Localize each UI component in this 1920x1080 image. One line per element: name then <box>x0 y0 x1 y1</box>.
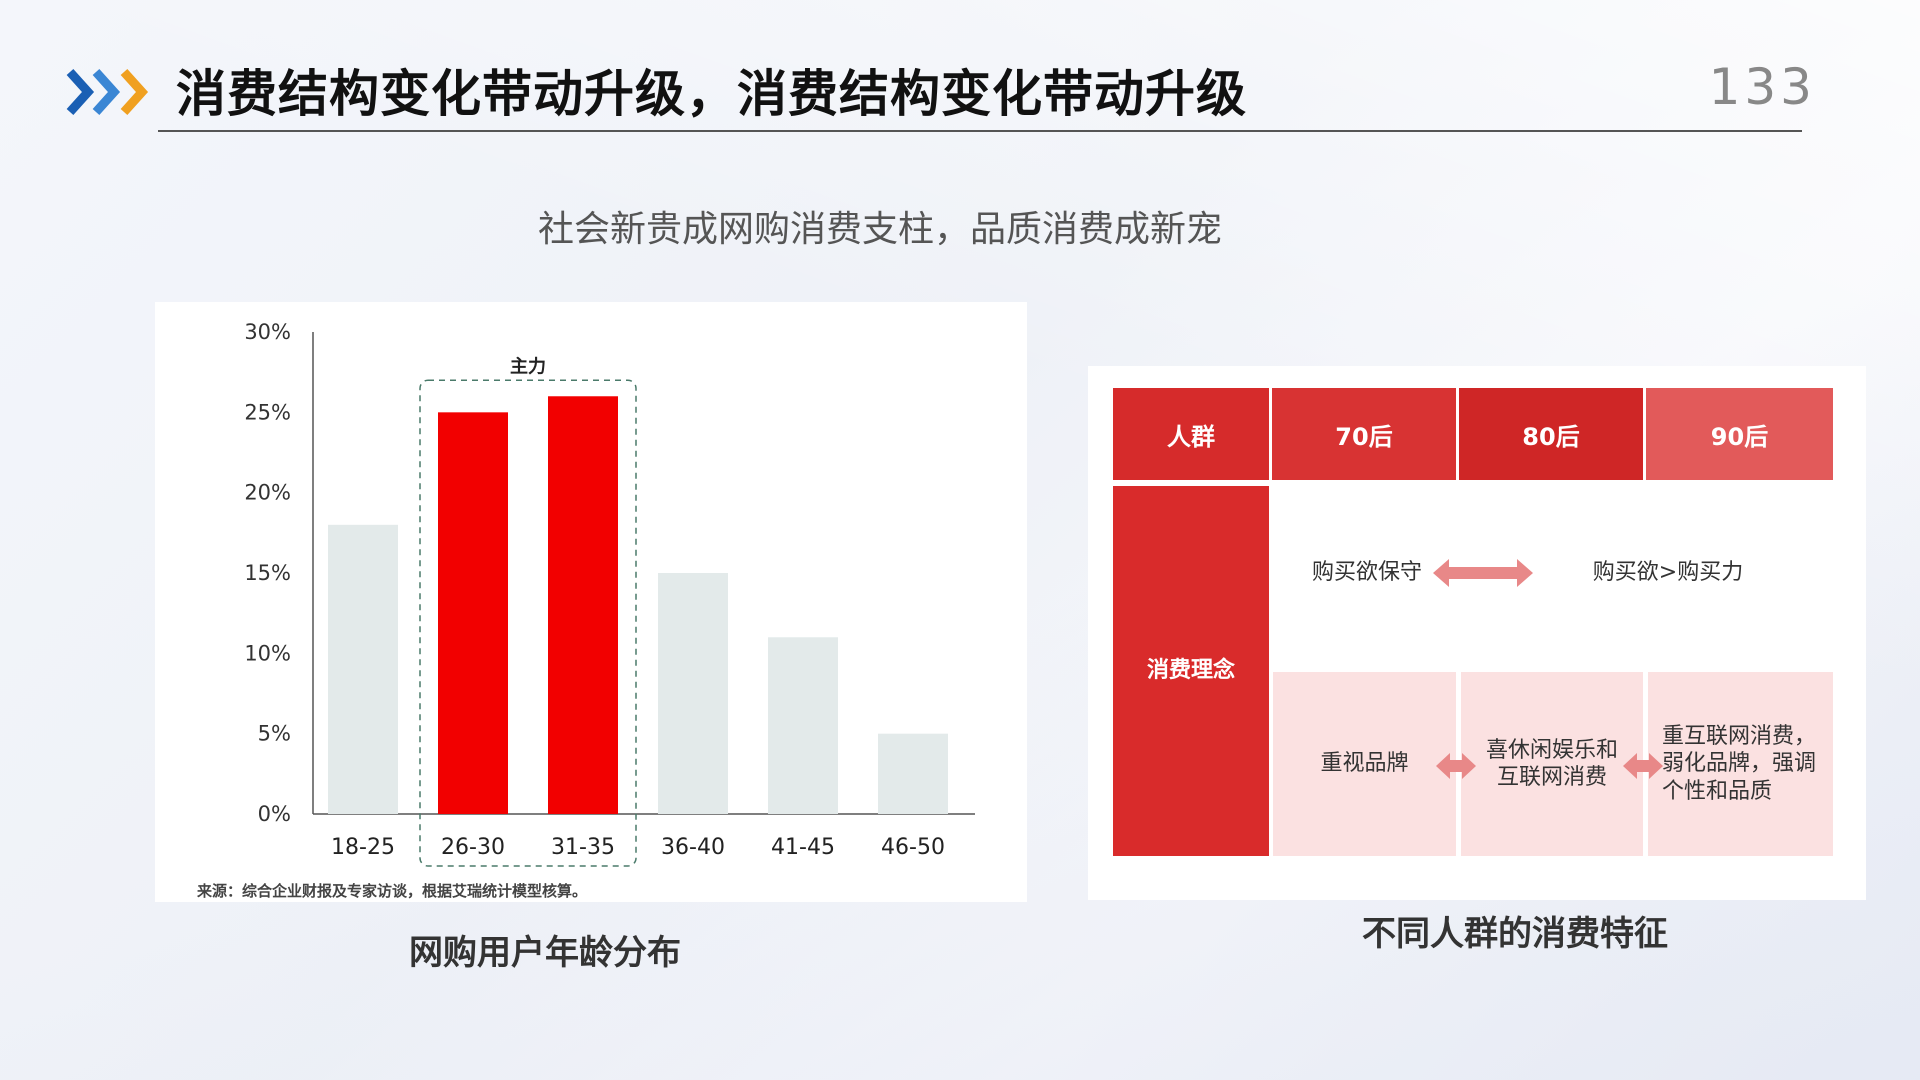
y-tick-label: 30% <box>244 320 291 344</box>
trait-brand-focus: 重视品牌 <box>1273 672 1456 856</box>
trait-internet-individuality: 重互联网消费，弱化品牌，强调个性和品质 <box>1648 672 1833 856</box>
bar-41-45 <box>768 637 838 814</box>
page-title: 消费结构变化带动升级，消费结构变化带动升级 <box>176 65 1247 123</box>
trait-conservative-buying: 购买欲保守 <box>1311 560 1422 586</box>
y-tick-label: 20% <box>244 481 291 505</box>
y-tick-label: 25% <box>244 400 291 424</box>
highlight-annotation: 主力 <box>510 355 546 377</box>
bar-31-35 <box>548 396 618 814</box>
table-caption: 不同人群的消费特征 <box>1362 914 1668 954</box>
bar-46-50 <box>878 733 948 814</box>
y-tick-label: 15% <box>244 561 291 585</box>
trait-leisure-internet: 喜休闲娱乐和互联网消费 <box>1461 672 1643 856</box>
double-arrow-icon <box>1436 753 1476 779</box>
table-header-group: 人群 <box>1113 388 1269 480</box>
age-distribution-chart-panel: 0% 5% 10% 15% 20% 25% 30% 18-25 26-30 31-35 36-40 4… <box>155 302 1027 902</box>
bar-36-40 <box>658 573 728 814</box>
chart-caption: 网购用户年龄分布 <box>409 933 681 973</box>
double-arrow-icon <box>1623 753 1663 779</box>
highlight-box <box>419 379 637 867</box>
x-tick-label: 41-45 <box>771 835 835 860</box>
triple-chevron-icon <box>66 68 149 116</box>
chart-source-note: 来源：综合企业财报及专家访谈，根据艾瑞统计模型核算。 <box>197 882 588 900</box>
x-tick-label: 31-35 <box>551 835 615 860</box>
consumer-traits-table: 人群 70后 80后 90后 消费理念 购买欲保守 购买欲>购买力 重视品牌 喜… <box>1088 366 1866 900</box>
age-distribution-chart: 0% 5% 10% 15% 20% 25% 30% 18-25 26-30 31-35 36-40 4… <box>244 320 975 867</box>
table-header-70s: 70后 <box>1272 388 1456 480</box>
bar-26-30 <box>438 412 508 814</box>
x-tick-label: 18-25 <box>331 835 395 860</box>
header-divider <box>158 130 1802 132</box>
trait-desire-exceeds-power: 购买欲>购买力 <box>1592 560 1744 586</box>
table-header-80s: 80后 <box>1459 388 1643 480</box>
y-tick-label: 0% <box>258 802 291 826</box>
slide-header: 消费结构变化带动升级，消费结构变化带动升级 133 <box>66 50 1816 130</box>
x-tick-label: 26-30 <box>441 835 505 860</box>
double-arrow-icon <box>1433 559 1533 587</box>
slide-subtitle: 社会新贵成网购消费支柱，品质消费成新宠 <box>537 209 1222 250</box>
bar-18-25 <box>328 524 398 814</box>
row-label-consumption-concept: 消费理念 <box>1113 486 1269 856</box>
page-number: 133 <box>1708 58 1816 116</box>
y-tick-label: 10% <box>244 641 291 665</box>
x-tick-label: 46-50 <box>881 835 945 860</box>
x-tick-label: 36-40 <box>661 835 725 860</box>
y-tick-label: 5% <box>258 722 291 746</box>
table-header-90s: 90后 <box>1646 388 1833 480</box>
